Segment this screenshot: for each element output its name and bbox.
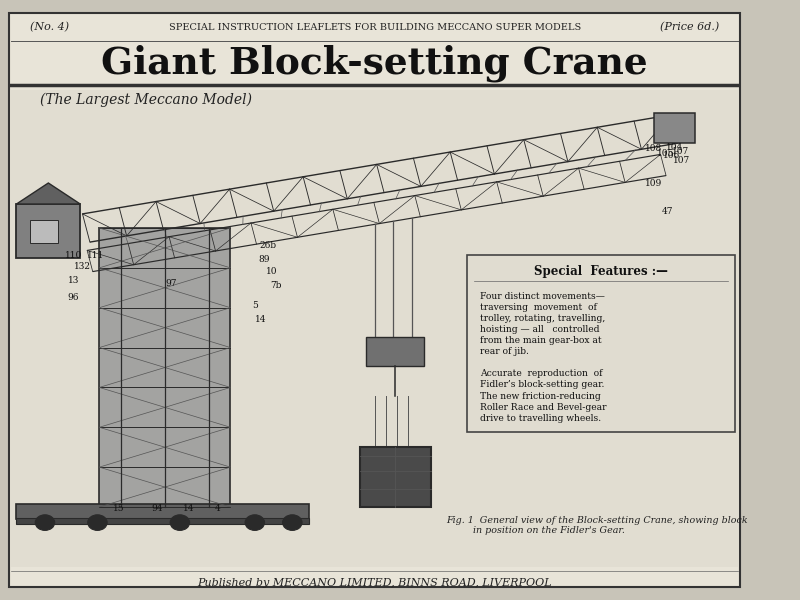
Text: 47: 47 xyxy=(662,206,673,215)
Text: (No. 4): (No. 4) xyxy=(30,22,69,32)
Text: SPECIAL INSTRUCTION LEAFLETS FOR BUILDING MECCANO SUPER MODELS: SPECIAL INSTRUCTION LEAFLETS FOR BUILDIN… xyxy=(169,22,581,31)
Text: Giant Block-setting Crane: Giant Block-setting Crane xyxy=(102,44,648,82)
Text: 4: 4 xyxy=(214,504,220,513)
Text: hoisting — all   controlled: hoisting — all controlled xyxy=(480,325,599,334)
Bar xyxy=(17,518,309,524)
Text: Published by MECCANO LIMITED, BINNS ROAD, LIVERPOOL: Published by MECCANO LIMITED, BINNS ROAD… xyxy=(198,578,552,588)
Text: 111: 111 xyxy=(87,251,105,259)
Text: 96: 96 xyxy=(68,292,79,301)
Text: 10: 10 xyxy=(266,266,277,275)
FancyBboxPatch shape xyxy=(9,13,741,587)
Text: 14: 14 xyxy=(183,504,194,513)
Bar xyxy=(30,220,58,243)
Text: 89: 89 xyxy=(258,254,270,264)
Text: 15: 15 xyxy=(113,504,124,513)
FancyBboxPatch shape xyxy=(467,255,735,432)
Bar xyxy=(17,204,80,258)
Circle shape xyxy=(88,515,107,530)
Text: rear of jib.: rear of jib. xyxy=(480,347,529,356)
Text: 5: 5 xyxy=(252,301,258,311)
Text: traversing  movement  of: traversing movement of xyxy=(480,303,597,312)
Text: 106: 106 xyxy=(663,151,680,160)
Text: Four distinct movements—: Four distinct movements— xyxy=(480,292,605,301)
Circle shape xyxy=(35,515,54,530)
Text: The new friction-reducing: The new friction-reducing xyxy=(480,392,601,401)
Text: 14: 14 xyxy=(255,314,266,323)
Circle shape xyxy=(170,515,190,530)
Text: 26b: 26b xyxy=(260,241,277,251)
Bar xyxy=(360,447,431,507)
Circle shape xyxy=(245,515,265,530)
Bar xyxy=(11,90,738,567)
Circle shape xyxy=(282,515,302,530)
Text: 110: 110 xyxy=(65,251,82,259)
Text: 132: 132 xyxy=(74,262,91,271)
Text: Special  Features :—: Special Features :— xyxy=(534,265,668,278)
Text: 104: 104 xyxy=(666,142,683,151)
Text: 108: 108 xyxy=(645,144,662,153)
Text: drive to travelling wheels.: drive to travelling wheels. xyxy=(480,414,601,423)
Text: 7b: 7b xyxy=(270,280,282,289)
Text: Roller Race and Bevel-gear: Roller Race and Bevel-gear xyxy=(480,403,606,412)
Bar xyxy=(17,504,309,519)
Text: trolley, rotating, travelling,: trolley, rotating, travelling, xyxy=(480,314,605,323)
Polygon shape xyxy=(17,183,80,204)
Text: 105: 105 xyxy=(657,148,674,157)
Bar xyxy=(99,228,230,507)
Text: 109: 109 xyxy=(645,179,662,187)
Text: 107: 107 xyxy=(672,146,689,155)
Text: Accurate  reproduction  of: Accurate reproduction of xyxy=(480,370,602,379)
Text: from the main gear-box at: from the main gear-box at xyxy=(480,336,602,345)
Text: Fidler’s block-setting gear.: Fidler’s block-setting gear. xyxy=(480,380,604,389)
Text: 107: 107 xyxy=(674,155,690,164)
Text: (Price 6d.): (Price 6d.) xyxy=(660,22,719,32)
Text: 97: 97 xyxy=(165,278,177,287)
Text: Fig. 1  General view of the Block-setting Crane, showing block
         in posit: Fig. 1 General view of the Block-setting… xyxy=(446,516,747,535)
Bar xyxy=(654,113,694,143)
Text: 94: 94 xyxy=(152,504,163,513)
Text: 13: 13 xyxy=(68,276,79,285)
Bar xyxy=(366,337,424,366)
Text: (The Largest Meccano Model): (The Largest Meccano Model) xyxy=(40,93,252,107)
